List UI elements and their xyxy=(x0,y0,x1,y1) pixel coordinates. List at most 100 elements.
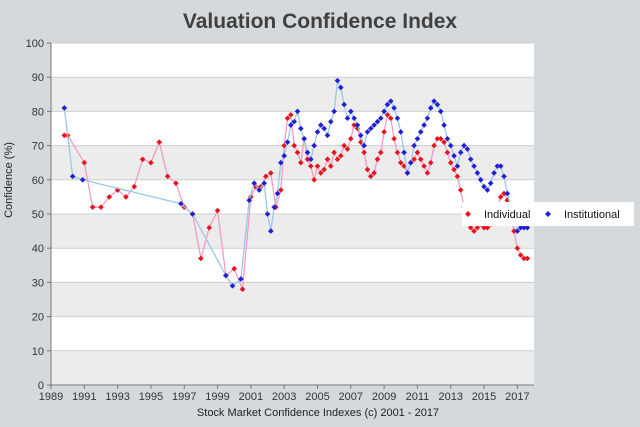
data-point-individual xyxy=(361,149,367,156)
y-tick-label: 90 xyxy=(32,72,44,84)
data-point-institutional xyxy=(387,98,394,104)
data-point-individual xyxy=(268,170,274,176)
data-point-institutional xyxy=(447,142,454,149)
data-point-individual xyxy=(501,190,507,197)
x-tick-label: 1991 xyxy=(72,391,96,403)
data-point-individual xyxy=(231,265,238,272)
legend-label-institutional: Institutional xyxy=(564,209,620,221)
data-point-individual xyxy=(164,173,171,180)
x-tick-label: 1993 xyxy=(105,391,129,403)
data-point-institutional xyxy=(338,84,344,91)
data-point-individual xyxy=(338,153,344,159)
data-point-institutional xyxy=(417,129,424,135)
x-tick-label: 1999 xyxy=(205,391,229,403)
data-point-individual xyxy=(281,142,287,149)
data-point-institutional xyxy=(374,118,381,125)
data-point-individual xyxy=(351,122,357,128)
y-tick-label: 20 xyxy=(32,312,44,324)
x-tick-label: 2017 xyxy=(505,391,529,403)
data-point-institutional xyxy=(497,163,504,169)
data-point-individual xyxy=(321,166,327,173)
data-point-individual xyxy=(394,149,401,156)
legend: Individual Institutional xyxy=(462,202,634,226)
data-point-individual xyxy=(328,163,334,169)
data-point-individual xyxy=(123,194,129,200)
x-tick-label: 2003 xyxy=(272,391,296,403)
grid-band xyxy=(51,77,534,112)
y-axis-label: Confidence (%) xyxy=(3,142,15,218)
data-point-institutional xyxy=(457,149,464,156)
data-point-individual xyxy=(444,149,451,156)
series-institutional xyxy=(61,77,531,289)
data-point-institutional xyxy=(278,159,284,166)
data-point-institutional xyxy=(318,122,324,128)
data-point-individual xyxy=(89,204,96,210)
data-point-individual xyxy=(331,149,337,156)
data-point-institutional xyxy=(487,180,494,187)
data-point-institutional xyxy=(256,187,262,193)
data-point-institutional xyxy=(347,108,354,115)
data-point-institutional xyxy=(391,105,397,111)
data-point-institutional xyxy=(294,108,301,115)
data-point-individual xyxy=(98,204,104,210)
data-point-institutional xyxy=(314,129,321,135)
data-point-institutional xyxy=(69,173,76,180)
data-point-individual xyxy=(364,166,371,173)
data-point-institutional xyxy=(357,132,364,139)
x-tick-label: 2001 xyxy=(239,391,263,403)
data-point-institutional xyxy=(246,197,252,204)
x-tick-label: 1995 xyxy=(139,391,163,403)
data-point-institutional xyxy=(401,149,407,156)
data-point-institutional xyxy=(504,190,511,197)
data-point-individual xyxy=(367,173,374,180)
data-point-institutional xyxy=(354,122,361,128)
data-point-individual xyxy=(377,149,384,156)
data-point-individual xyxy=(511,228,517,234)
data-point-institutional xyxy=(434,101,441,108)
data-point-individual xyxy=(514,245,521,251)
data-point-individual xyxy=(447,159,454,166)
data-point-individual xyxy=(311,177,317,183)
data-point-institutional xyxy=(334,77,341,84)
data-point-individual xyxy=(308,163,314,169)
data-point-institutional xyxy=(414,135,421,142)
data-point-institutional xyxy=(238,276,244,282)
data-point-individual xyxy=(384,112,391,118)
grid-band xyxy=(51,350,534,385)
x-tick-label: 2007 xyxy=(339,391,363,403)
data-point-institutional xyxy=(454,163,461,169)
x-tick-label: 2009 xyxy=(372,391,396,403)
data-point-institutional xyxy=(268,228,274,234)
data-point-institutional xyxy=(424,115,431,122)
data-point-institutional xyxy=(341,101,347,108)
data-point-institutional xyxy=(474,170,481,176)
data-point-institutional xyxy=(431,98,437,104)
data-point-individual xyxy=(431,142,437,149)
data-point-institutional xyxy=(223,272,229,279)
data-point-institutional xyxy=(261,180,267,187)
data-point-institutional xyxy=(364,129,371,135)
data-point-individual xyxy=(504,197,511,204)
data-point-individual xyxy=(414,149,421,156)
data-point-individual xyxy=(344,146,351,152)
y-tick-label: 30 xyxy=(32,277,44,289)
data-point-individual xyxy=(291,142,297,149)
data-point-institutional xyxy=(467,156,474,163)
data-point-individual xyxy=(417,156,424,163)
x-tick-label: 2013 xyxy=(438,391,462,403)
data-point-individual xyxy=(318,170,324,176)
data-point-individual xyxy=(474,224,481,231)
data-point-institutional xyxy=(367,125,374,132)
data-point-institutional xyxy=(514,228,521,234)
x-tick-label: 2005 xyxy=(305,391,329,403)
data-point-institutional xyxy=(441,122,447,128)
data-point-institutional xyxy=(311,142,317,149)
data-point-individual xyxy=(421,163,427,169)
grid-band xyxy=(51,282,534,317)
data-point-individual xyxy=(467,224,474,231)
data-point-individual xyxy=(341,142,347,149)
data-point-institutional xyxy=(397,129,404,135)
data-point-institutional xyxy=(461,142,467,149)
data-point-institutional xyxy=(298,125,304,132)
